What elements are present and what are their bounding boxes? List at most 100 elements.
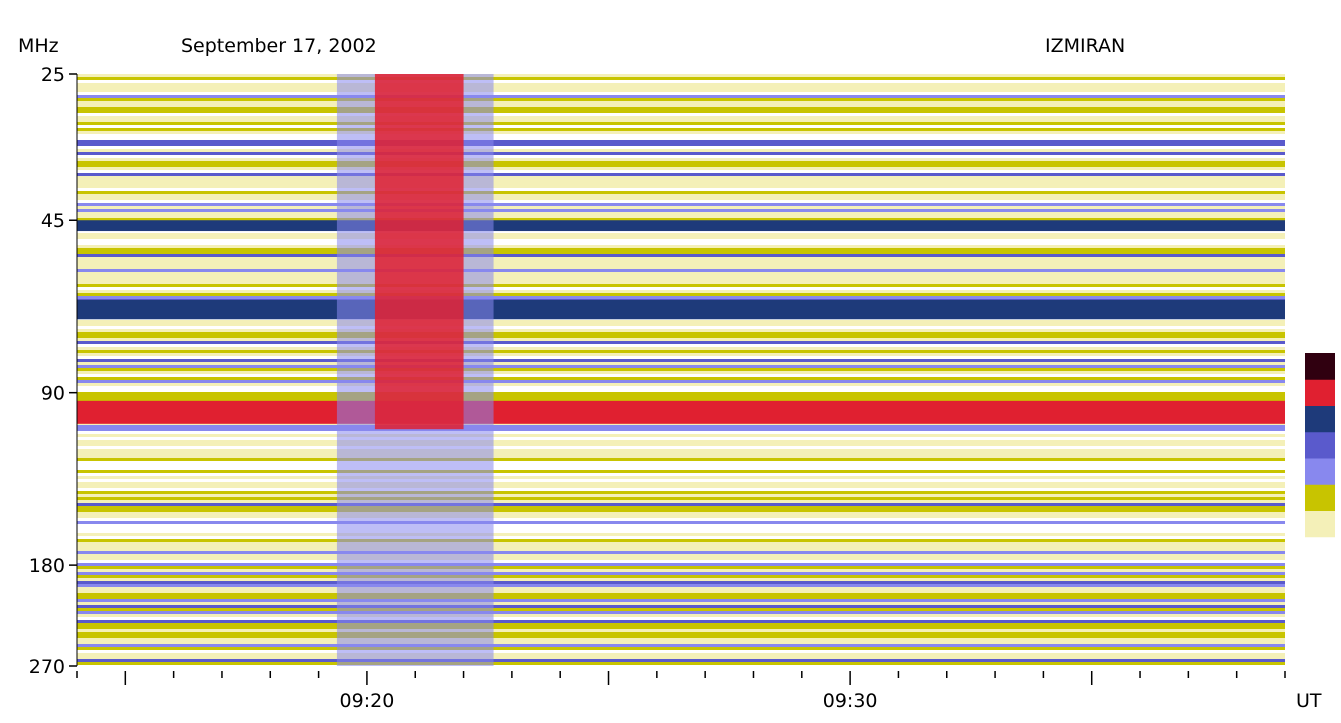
spectrogram-row bbox=[77, 266, 1285, 269]
spectrogram-row bbox=[77, 626, 1285, 629]
colorbar-step bbox=[1305, 484, 1335, 511]
spectrogram-row bbox=[77, 530, 1285, 533]
spectrogram-row bbox=[77, 434, 1285, 437]
observatory-label: IZMIRAN bbox=[1045, 35, 1126, 57]
spectrogram-row bbox=[77, 137, 1285, 140]
spectrogram-row bbox=[77, 542, 1285, 545]
spectrogram-row bbox=[77, 515, 1285, 518]
burst-core bbox=[374, 74, 464, 430]
spectrogram-row bbox=[77, 215, 1285, 218]
spectrogram-row bbox=[77, 611, 1285, 614]
spectrogram-row bbox=[77, 206, 1285, 209]
spectrogram-row bbox=[77, 74, 1285, 77]
spectrogram-row bbox=[77, 89, 1285, 92]
spectrogram-row bbox=[77, 179, 1285, 182]
spectrogram-row bbox=[77, 347, 1285, 350]
spectrogram-row bbox=[77, 503, 1285, 506]
spectrogram-row bbox=[77, 338, 1285, 341]
spectrogram-row bbox=[77, 95, 1285, 98]
spectrogram-row bbox=[77, 500, 1285, 503]
x-tick-label: 09:30 bbox=[823, 690, 878, 712]
spectrogram-row bbox=[77, 572, 1285, 575]
spectrogram-row bbox=[77, 128, 1285, 131]
spectrogram-row bbox=[77, 554, 1285, 557]
spectrogram-row bbox=[77, 134, 1285, 137]
spectrogram-row bbox=[77, 575, 1285, 578]
spectrogram-row bbox=[77, 599, 1285, 602]
spectrogram-row bbox=[77, 293, 1285, 296]
spectrogram-row bbox=[77, 644, 1285, 647]
spectrogram-row bbox=[77, 485, 1285, 488]
colorbar-step bbox=[1305, 431, 1335, 459]
spectrogram-row bbox=[77, 209, 1285, 212]
spectrogram-row bbox=[77, 389, 1285, 392]
spectrogram-row bbox=[77, 203, 1285, 206]
spectrogram-row bbox=[77, 647, 1285, 650]
spectrogram-row bbox=[77, 620, 1285, 623]
spectrogram-row bbox=[77, 437, 1285, 440]
spectrogram-row bbox=[77, 509, 1285, 512]
spectrogram-row bbox=[77, 380, 1285, 383]
spectrogram-row bbox=[77, 332, 1285, 335]
spectrogram-row bbox=[77, 461, 1285, 464]
spectrogram-row bbox=[77, 374, 1285, 377]
spectrogram-row bbox=[77, 431, 1285, 434]
band-mark bbox=[77, 400, 1285, 424]
spectrogram-row bbox=[77, 158, 1285, 161]
spectrogram-row bbox=[77, 368, 1285, 371]
spectrogram-row bbox=[77, 470, 1285, 473]
x-axis-ticks: 09:20 09:30 bbox=[76, 671, 1286, 712]
spectrogram-row bbox=[77, 458, 1285, 461]
spectrogram-row bbox=[77, 272, 1285, 275]
spectrogram-row bbox=[77, 395, 1285, 398]
x-tick-label: 09:20 bbox=[340, 690, 395, 712]
band-mark bbox=[77, 220, 1285, 232]
colorbar-step bbox=[1305, 353, 1335, 380]
spectrogram-row bbox=[77, 563, 1285, 566]
spectrogram-row bbox=[77, 119, 1285, 122]
spectrogram-row bbox=[77, 248, 1285, 251]
spectrogram-row bbox=[77, 581, 1285, 584]
spectrogram-rows bbox=[77, 74, 1285, 668]
spectrogram-row bbox=[77, 617, 1285, 620]
spectrogram-row bbox=[77, 638, 1285, 641]
spectrogram-row bbox=[77, 152, 1285, 155]
spectrogram-row bbox=[77, 482, 1285, 485]
spectrogram-row bbox=[77, 353, 1285, 356]
spectrogram-row bbox=[77, 323, 1285, 326]
spectrogram-row bbox=[77, 122, 1285, 125]
spectrogram-row bbox=[77, 428, 1285, 431]
y-tick-label: 180 bbox=[29, 555, 65, 577]
spectrogram-row bbox=[77, 665, 1285, 668]
spectrogram-row bbox=[77, 131, 1285, 134]
spectrogram-row bbox=[77, 197, 1285, 200]
spectrogram-row bbox=[77, 263, 1285, 266]
spectrogram-row bbox=[77, 296, 1285, 299]
spectrogram-row bbox=[77, 125, 1285, 128]
spectrogram-row bbox=[77, 587, 1285, 590]
colorbar bbox=[1305, 353, 1335, 564]
band-mark bbox=[77, 299, 1285, 320]
spectrogram-row bbox=[77, 149, 1285, 152]
spectrogram-bursts bbox=[336, 74, 494, 666]
spectrogram-row bbox=[77, 548, 1285, 551]
spectrogram-row bbox=[77, 185, 1285, 188]
spectrogram-row bbox=[77, 284, 1285, 287]
spectrogram-row bbox=[77, 551, 1285, 554]
spectrogram-row bbox=[77, 167, 1285, 170]
y-tick-label: 90 bbox=[41, 383, 65, 405]
spectrogram-row bbox=[77, 539, 1285, 542]
spectrogram-row bbox=[77, 473, 1285, 476]
spectrogram-row bbox=[77, 365, 1285, 368]
spectrogram-row bbox=[77, 371, 1285, 374]
spectrogram-row bbox=[77, 641, 1285, 644]
spectrogram-row bbox=[77, 536, 1285, 539]
spectrogram-row bbox=[77, 452, 1285, 455]
spectrogram-row bbox=[77, 491, 1285, 494]
y-axis-ticks: 25 45 90 180 270 bbox=[29, 64, 77, 678]
spectrogram-row bbox=[77, 146, 1285, 149]
spectrogram-row bbox=[77, 578, 1285, 581]
spectrogram-row bbox=[77, 110, 1285, 113]
spectrogram-row bbox=[77, 557, 1285, 560]
